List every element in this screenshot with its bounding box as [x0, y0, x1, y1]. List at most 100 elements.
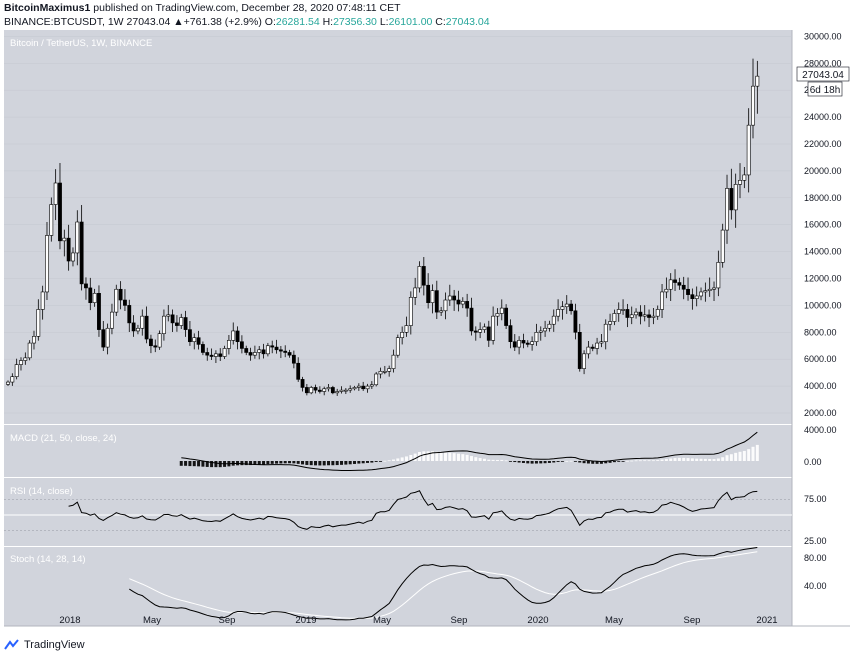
- macd-histogram-bar: [456, 453, 460, 461]
- candle: [75, 210, 80, 266]
- candle-up: [157, 333, 162, 348]
- candle: [53, 169, 58, 221]
- macd-histogram-bar: [262, 461, 266, 465]
- macd-histogram-bar: [404, 456, 408, 461]
- candle: [634, 308, 638, 319]
- chart-title: Bitcoin / TetherUS, 1W, BINANCE: [10, 38, 152, 49]
- candle: [374, 372, 379, 387]
- rsi-tick-75: 75.00: [804, 494, 827, 504]
- candle-down: [118, 288, 123, 301]
- candle: [595, 337, 599, 355]
- candle: [101, 321, 106, 351]
- macd-histogram-bar: [599, 461, 603, 464]
- macd-histogram-bar: [305, 461, 309, 465]
- macd-histogram-bar: [353, 461, 357, 464]
- candle-down: [283, 350, 288, 353]
- tradingview-footer[interactable]: TradingView: [4, 639, 85, 651]
- macd-histogram-bar: [283, 461, 287, 464]
- macd-histogram-bar: [469, 456, 473, 461]
- candle: [603, 319, 608, 350]
- macd-histogram-bar: [179, 461, 183, 466]
- candle: [144, 306, 149, 344]
- candle: [426, 273, 431, 309]
- rsi-tick-25: 25.00: [804, 536, 827, 546]
- time-tick-label: 2018: [59, 615, 80, 626]
- candle: [694, 286, 699, 307]
- candle-down: [361, 385, 366, 390]
- candle: [361, 381, 366, 391]
- candle: [538, 326, 543, 341]
- candle-up: [75, 221, 80, 254]
- candle: [495, 308, 500, 326]
- candle: [88, 277, 93, 311]
- macd-histogram-bar: [474, 457, 478, 461]
- candle-up: [49, 204, 54, 236]
- candle-up: [53, 182, 58, 205]
- macd-histogram-bar: [244, 461, 248, 466]
- candle-up: [517, 340, 522, 348]
- candle-down: [244, 348, 249, 353]
- macd-histogram-bar: [366, 461, 370, 463]
- candle: [205, 347, 210, 361]
- candle-down: [196, 337, 201, 345]
- candle: [616, 302, 621, 322]
- price-tick-label: 12000.00: [804, 274, 842, 284]
- candle-up: [599, 341, 604, 344]
- macd-histogram-bar: [270, 461, 274, 464]
- macd-histogram-bar: [500, 459, 504, 461]
- macd-histogram-bar: [214, 461, 218, 468]
- candle: [231, 322, 236, 345]
- time-tick-label: May: [373, 615, 391, 626]
- candle: [19, 357, 23, 371]
- macd-histogram-bar: [656, 460, 660, 461]
- candle-down: [681, 284, 686, 290]
- price-axis-ticks: 2000.00 4000.00 6000.00 8000.00 10000.00 1200…: [804, 31, 842, 418]
- price-tick-label: 6000.00: [804, 354, 837, 364]
- candle: [110, 303, 114, 335]
- price-tick-label: 20000.00: [804, 166, 842, 176]
- candle: [725, 174, 729, 244]
- candle-down: [673, 279, 677, 283]
- candle: [690, 288, 695, 310]
- macd-histogram-bar: [201, 461, 205, 467]
- candle: [599, 334, 604, 348]
- candle-down: [274, 346, 279, 351]
- candle-up: [460, 301, 465, 305]
- candle: [508, 319, 513, 349]
- candle-down: [504, 307, 509, 326]
- symbol-label: BINANCE:BTCUSDT, 1W: [4, 16, 124, 28]
- candle-down: [512, 341, 517, 348]
- candle-up: [491, 315, 496, 341]
- candle-up: [166, 314, 171, 317]
- candle-down: [469, 307, 474, 332]
- candle-up: [400, 331, 405, 338]
- price-panel-bg: [4, 30, 792, 424]
- candle-up: [755, 75, 760, 87]
- last-price-tag: 27043.04 6d 18h: [796, 66, 850, 97]
- macd-histogram-bar: [348, 461, 352, 465]
- candle: [499, 299, 504, 321]
- candle-down: [58, 182, 62, 242]
- candle: [491, 306, 496, 345]
- candle: [270, 340, 275, 354]
- candle-up: [352, 387, 357, 390]
- candle-up: [40, 291, 45, 310]
- candle-up: [14, 364, 19, 377]
- candle-up: [595, 342, 599, 349]
- macd-histogram-bar: [725, 455, 729, 461]
- price-tick-label: 14000.00: [804, 247, 842, 257]
- macd-histogram-bar: [184, 461, 188, 466]
- macd-histogram-bar: [573, 461, 577, 462]
- candle: [486, 320, 491, 347]
- candle: [517, 336, 522, 355]
- candle: [296, 357, 301, 382]
- candle: [209, 348, 214, 361]
- price-tick-label: 18000.00: [804, 193, 842, 203]
- stoch-tick-80: 80.00: [804, 553, 827, 563]
- candle: [733, 173, 738, 228]
- candle: [621, 299, 625, 315]
- ohlc-high: 27356.30: [333, 16, 377, 28]
- candle-up: [538, 330, 543, 333]
- stoch-k-line: [129, 547, 758, 621]
